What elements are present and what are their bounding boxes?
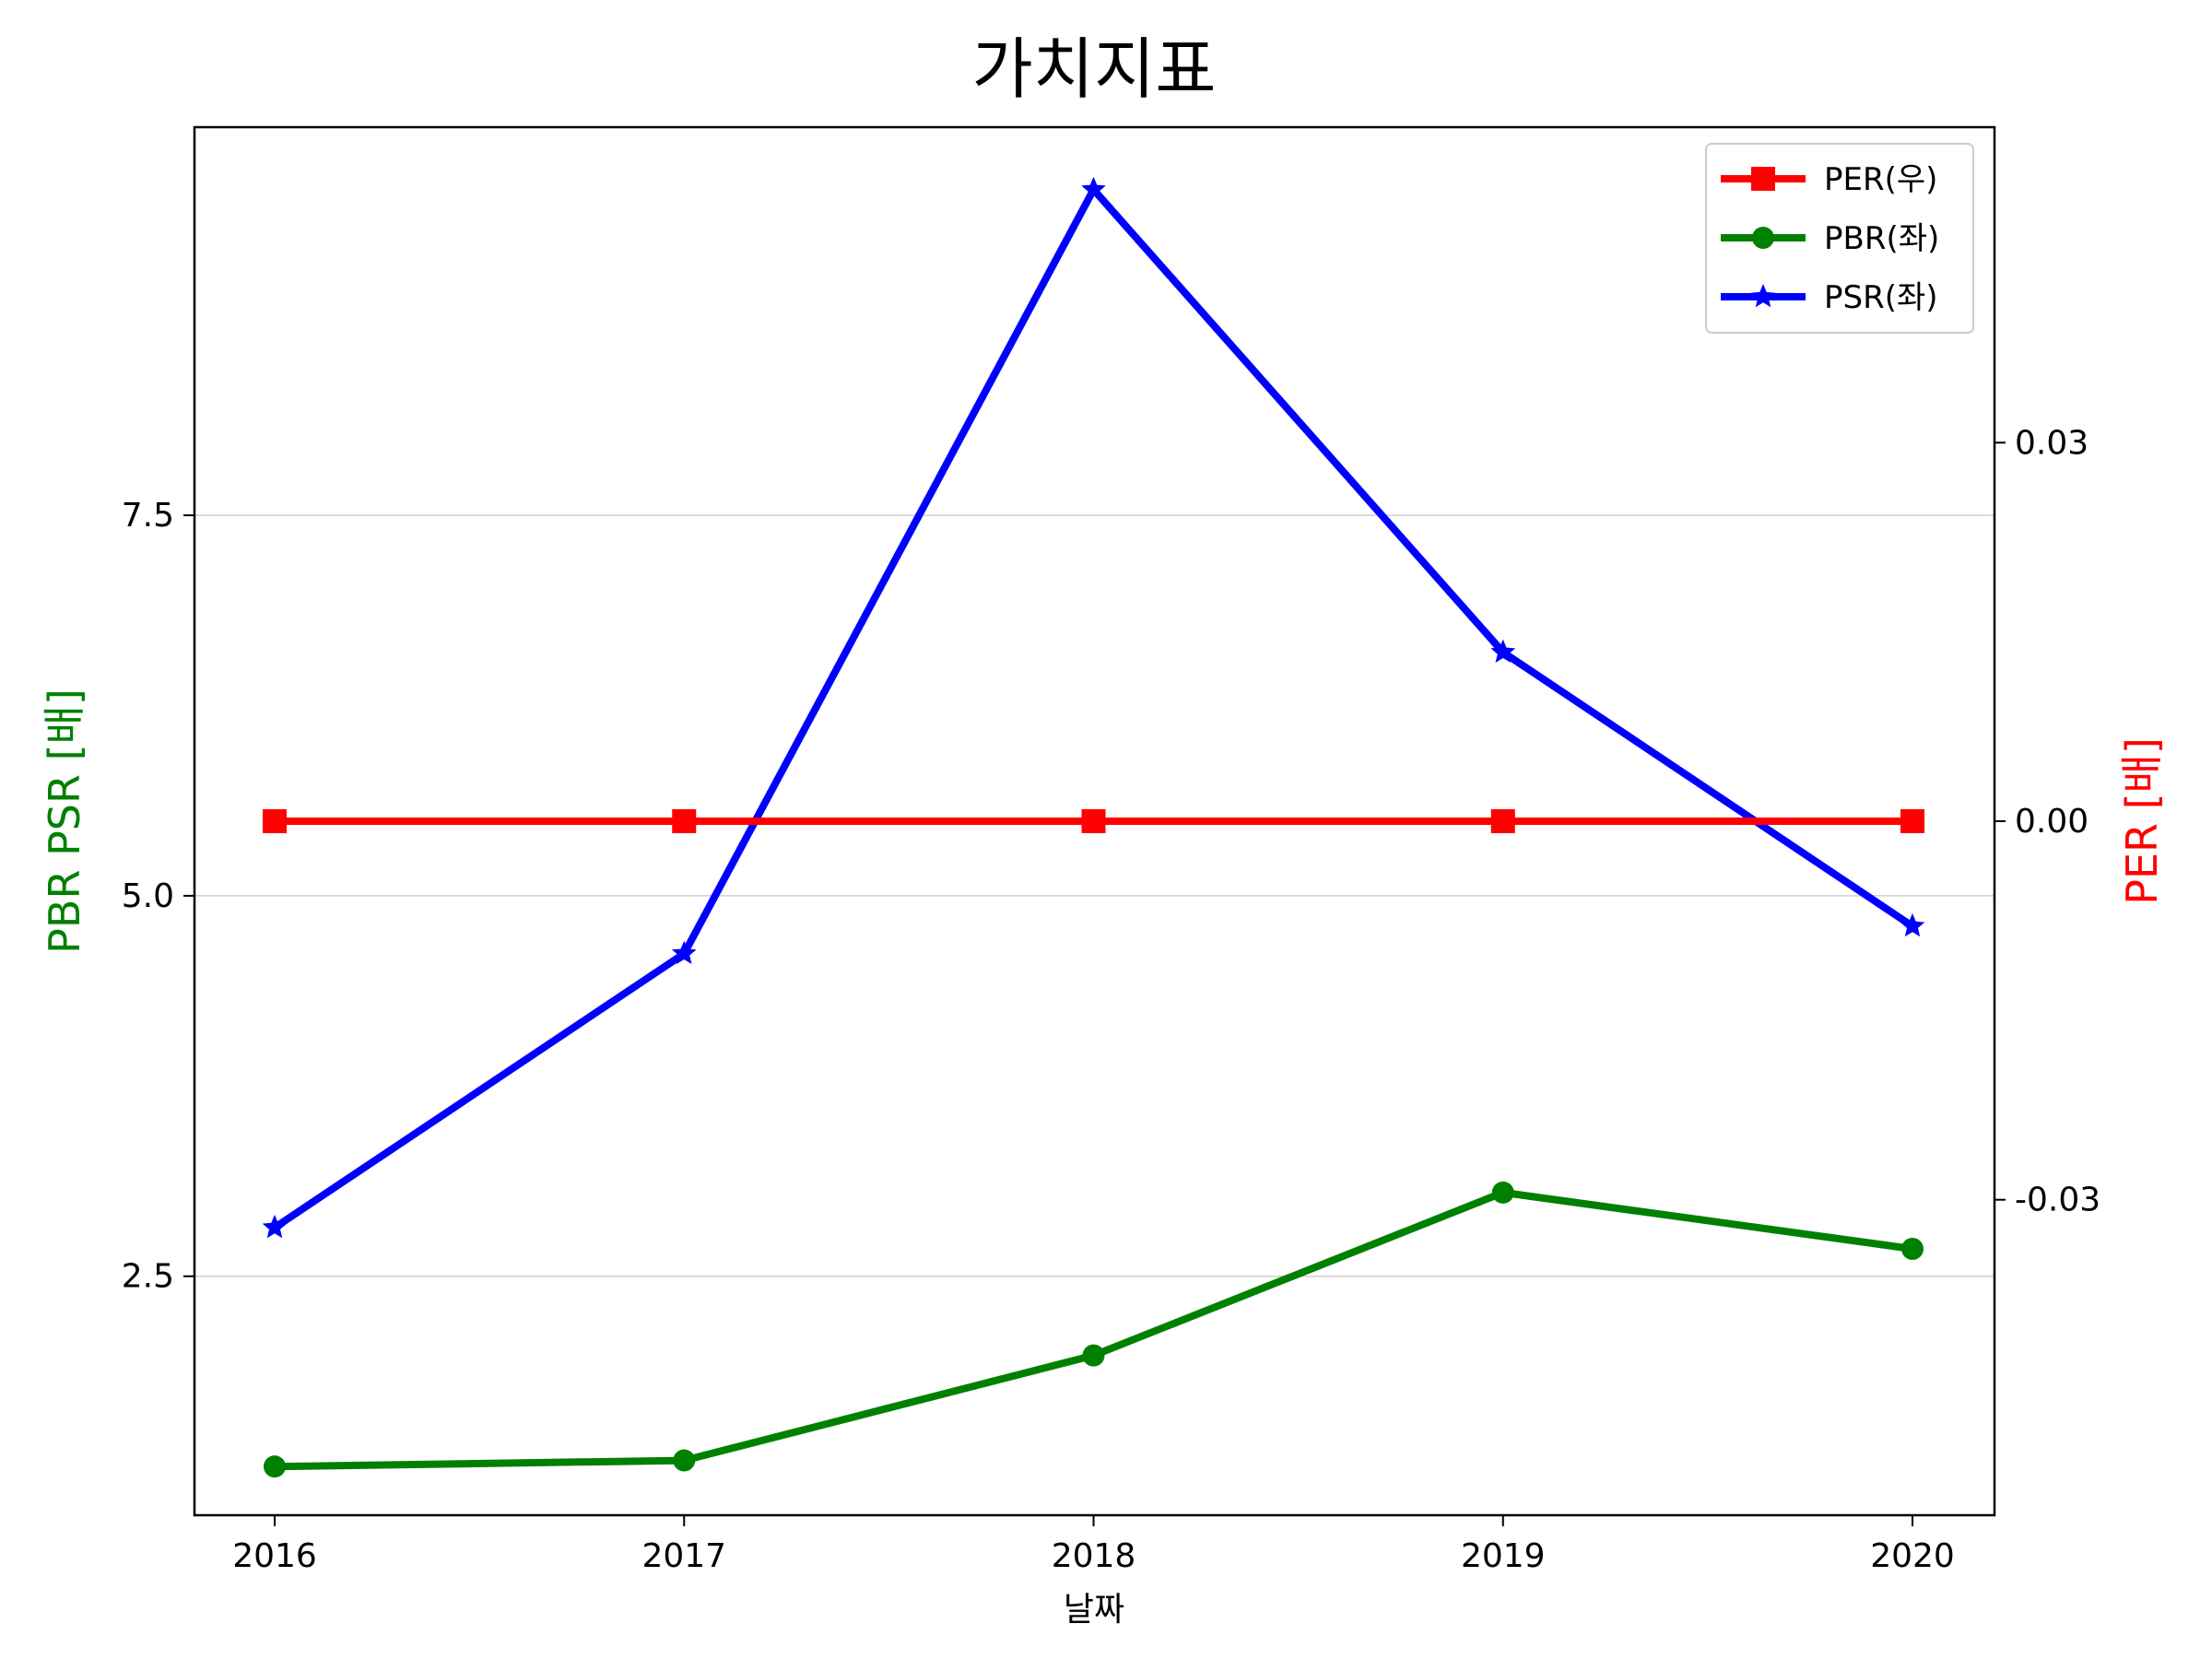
- legend-swatch-marker: [1750, 284, 1776, 308]
- legend: PER(우) PBR(좌) PSR(좌): [1705, 143, 1974, 334]
- x-tick-label: 2017: [641, 1537, 726, 1575]
- series-per-point: [263, 809, 287, 833]
- legend-swatch-marker: [1752, 227, 1774, 249]
- x-tick-label: 2020: [1870, 1537, 1955, 1575]
- chart-title: 가치지표: [972, 30, 1217, 108]
- series-psr: [262, 176, 1925, 1239]
- series-psr-point: [1490, 639, 1516, 663]
- series-group: [262, 176, 1925, 1478]
- left-tick-label: 7.5: [122, 497, 174, 535]
- legend-item-pbr: PBR(좌): [1721, 220, 1939, 257]
- series-pbr-point: [264, 1455, 286, 1478]
- legend-frame: [1705, 143, 1974, 334]
- x-axis-label: 날짜: [1064, 1591, 1124, 1629]
- series-per-point: [1081, 809, 1106, 833]
- legend-label: PER(우): [1824, 161, 1937, 198]
- right-axis-ticks: -0.03 0.00 0.03: [1994, 424, 2100, 1219]
- left-tick-label: 2.5: [122, 1258, 174, 1296]
- x-tick-label: 2019: [1461, 1537, 1546, 1575]
- series-psr-point: [1900, 912, 1925, 937]
- series-per-point: [1490, 809, 1515, 833]
- y-axis-left-label: PBR PSR [배]: [40, 688, 89, 954]
- right-tick-label: 0.00: [2015, 803, 2088, 841]
- series-pbr-point: [1082, 1344, 1105, 1367]
- x-tick-label: 2018: [1052, 1537, 1136, 1575]
- series-pbr-point: [1491, 1181, 1514, 1204]
- legend-item-per: PER(우): [1721, 161, 1937, 198]
- series-pbr: [264, 1181, 1924, 1478]
- x-tick-label: 2016: [232, 1537, 317, 1575]
- series-psr-point: [671, 940, 697, 964]
- series-pbr-point: [673, 1449, 696, 1472]
- left-tick-label: 5.0: [122, 877, 174, 915]
- legend-swatch-marker: [1751, 167, 1775, 191]
- right-tick-label: 0.03: [2015, 424, 2088, 462]
- series-psr-point: [1081, 176, 1106, 200]
- legend-label: PBR(좌): [1824, 220, 1939, 257]
- series-per: [263, 809, 1924, 833]
- series-pbr-point: [1901, 1238, 1924, 1261]
- series-per-point: [1900, 809, 1924, 833]
- legend-label: PSR(좌): [1824, 279, 1938, 316]
- x-axis-ticks: 2016 2017 2018 2019 2020: [232, 1515, 1955, 1575]
- gridlines: [194, 514, 1994, 1277]
- series-per-point: [672, 809, 697, 833]
- legend-item-psr: PSR(좌): [1721, 279, 1938, 316]
- y-axis-right-label: PER [배]: [2117, 737, 2167, 905]
- right-tick-label: -0.03: [2015, 1182, 2100, 1219]
- left-axis-ticks: 2.5 5.0 7.5: [122, 497, 194, 1296]
- series-psr-point: [262, 1214, 288, 1239]
